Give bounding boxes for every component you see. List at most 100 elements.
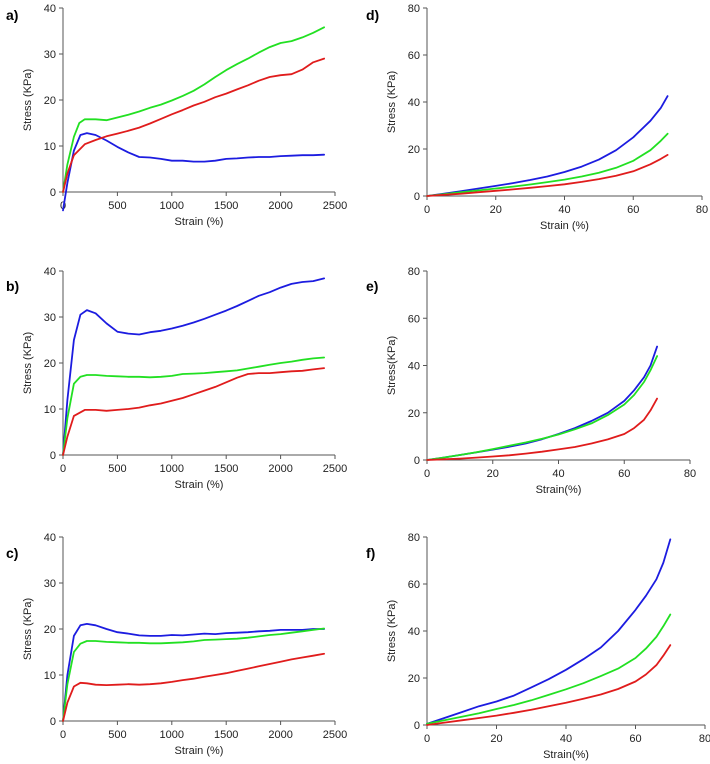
x-tick-label: 1000 <box>160 729 184 741</box>
series-line-blue <box>62 277 326 456</box>
y-tick-label: 0 <box>414 720 420 732</box>
x-tick-label: 0 <box>424 204 430 216</box>
chart-panel-2: 0 10 20 30 40 0 500 1000 1500 2000 2500 Strain (%) S… <box>6 266 347 491</box>
y-tick-label: 10 <box>44 404 56 416</box>
y-tick-label: 30 <box>44 49 56 61</box>
series-line-blue <box>426 345 658 461</box>
y-axis-label: Stress(KPa) <box>386 336 398 395</box>
x-tick-label: 500 <box>108 463 126 475</box>
y-tick-label: 0 <box>50 187 56 199</box>
x-tick-label: 1000 <box>160 200 184 212</box>
x-tick-label: 500 <box>108 729 126 741</box>
y-tick-label: 30 <box>44 578 56 590</box>
y-tick-label: 0 <box>414 455 420 467</box>
x-tick-label: 2000 <box>268 729 292 741</box>
y-tick-label: 40 <box>408 626 420 638</box>
series-line-red <box>426 644 672 726</box>
chart-panel-5: 0 20 40 60 80 0 20 40 60 80 Strain(%) Stress(KPa) e) <box>366 266 696 496</box>
y-tick-label: 40 <box>408 361 420 373</box>
y-tick-label: 10 <box>44 141 56 153</box>
x-tick-label: 20 <box>490 733 502 745</box>
x-tick-label: 20 <box>487 468 499 480</box>
chart-panel-3: 0 10 20 30 40 0 500 1000 1500 2000 2500 Strain (%) S… <box>6 532 347 757</box>
x-axis-label: Strain (%) <box>175 745 224 757</box>
y-axis-label: Stress (KPa) <box>386 600 398 662</box>
x-tick-label: 20 <box>490 204 502 216</box>
series-line-green <box>62 356 326 456</box>
y-tick-label: 20 <box>44 624 56 636</box>
x-tick-label: 0 <box>424 733 430 745</box>
x-tick-label: 60 <box>627 204 639 216</box>
x-tick-label: 80 <box>699 733 710 745</box>
y-tick-label: 60 <box>408 313 420 325</box>
series-line-green <box>426 132 669 197</box>
series-line-red <box>62 367 326 456</box>
series-line-blue <box>62 623 326 722</box>
y-tick-label: 20 <box>408 673 420 685</box>
y-tick-label: 40 <box>408 97 420 109</box>
x-tick-label: 1500 <box>214 729 238 741</box>
panel-label: b) <box>6 278 19 294</box>
y-tick-label: 80 <box>408 3 420 15</box>
series-line-blue <box>426 95 669 197</box>
x-tick-label: 40 <box>552 468 564 480</box>
x-axis-label: Strain (%) <box>175 479 224 491</box>
x-axis-label: Strain(%) <box>536 484 582 496</box>
series-line-blue <box>426 538 672 725</box>
x-tick-label: 80 <box>696 204 708 216</box>
x-tick-label: 500 <box>108 200 126 212</box>
panel-label: a) <box>6 7 18 23</box>
series-line-red <box>62 57 326 193</box>
y-axis-label: Stress (KPa) <box>22 69 34 131</box>
y-tick-label: 20 <box>408 408 420 420</box>
y-tick-label: 0 <box>50 450 56 462</box>
y-tick-label: 20 <box>44 358 56 370</box>
x-tick-label: 40 <box>558 204 570 216</box>
chart-panel-4: 0 20 40 60 80 0 20 40 60 80 Strain (%) Stress (KPa)… <box>366 3 708 232</box>
x-tick-label: 80 <box>684 468 696 480</box>
series-line-red <box>62 652 326 722</box>
x-tick-label: 2000 <box>268 200 292 212</box>
y-tick-label: 60 <box>408 579 420 591</box>
series-line-green <box>62 627 326 722</box>
y-tick-label: 80 <box>408 266 420 278</box>
series-line-green <box>62 26 326 193</box>
series-line-blue <box>62 132 326 212</box>
x-tick-label: 2000 <box>268 463 292 475</box>
y-tick-label: 0 <box>50 716 56 728</box>
panel-label: f) <box>366 545 375 561</box>
y-tick-label: 80 <box>408 532 420 544</box>
x-tick-label: 2500 <box>323 200 347 212</box>
x-tick-label: 40 <box>560 733 572 745</box>
series-line-red <box>426 153 669 197</box>
x-tick-label: 2500 <box>323 463 347 475</box>
x-tick-label: 60 <box>629 733 641 745</box>
series-line-green <box>426 355 658 461</box>
chart-panel-6: 0 20 40 60 80 0 20 40 60 80 Strain(%) Stress (KPa) f… <box>366 532 710 761</box>
panel-label: d) <box>366 7 379 23</box>
y-tick-label: 0 <box>414 191 420 203</box>
x-axis-label: Strain(%) <box>543 749 589 761</box>
y-tick-label: 40 <box>44 266 56 278</box>
y-tick-label: 60 <box>408 50 420 62</box>
x-tick-label: 60 <box>618 468 630 480</box>
y-axis-label: Stress (KPa) <box>22 332 34 394</box>
y-axis-label: Stress (KPa) <box>22 598 34 660</box>
x-tick-label: 2500 <box>323 729 347 741</box>
x-tick-label: 1500 <box>214 463 238 475</box>
x-tick-label: 1500 <box>214 200 238 212</box>
y-tick-label: 20 <box>408 144 420 156</box>
x-tick-label: 0 <box>60 729 66 741</box>
x-axis-label: Strain (%) <box>540 220 589 232</box>
x-tick-label: 0 <box>424 468 430 480</box>
x-tick-label: 1000 <box>160 463 184 475</box>
y-tick-label: 10 <box>44 670 56 682</box>
panel-label: e) <box>366 278 378 294</box>
series-line-green <box>426 613 672 725</box>
x-axis-label: Strain (%) <box>175 216 224 228</box>
y-tick-label: 30 <box>44 312 56 324</box>
x-tick-label: 0 <box>60 463 66 475</box>
panel-label: c) <box>6 545 18 561</box>
